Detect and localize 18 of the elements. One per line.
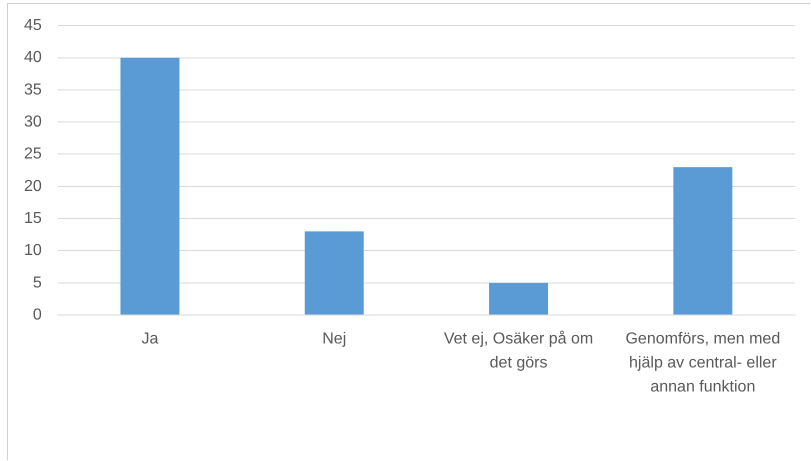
- y-tick-label: 30: [24, 113, 42, 130]
- y-tick-label: 20: [24, 178, 42, 195]
- y-tick-label: 15: [24, 210, 42, 227]
- bar: [304, 231, 364, 314]
- bar: [673, 167, 732, 314]
- y-tick-label: 45: [24, 17, 42, 34]
- y-tick-label: 40: [24, 49, 42, 66]
- bar: [120, 58, 180, 314]
- x-tick-label: Nej: [322, 330, 346, 348]
- x-tick-label: Genomförs, men med hjälp av central- eller annan funktion: [625, 330, 780, 396]
- bar: [489, 282, 548, 314]
- y-tick-label: 0: [32, 306, 42, 324]
- y-tick-label: 5: [32, 274, 42, 292]
- x-tick-label: Ja: [141, 330, 158, 348]
- x-tick-label: Vet ej, Osäker på om det görs: [444, 330, 594, 372]
- y-tick-label: 10: [24, 242, 42, 260]
- y-tick-label: 25: [24, 146, 42, 163]
- y-tick-label: 35: [24, 81, 42, 98]
